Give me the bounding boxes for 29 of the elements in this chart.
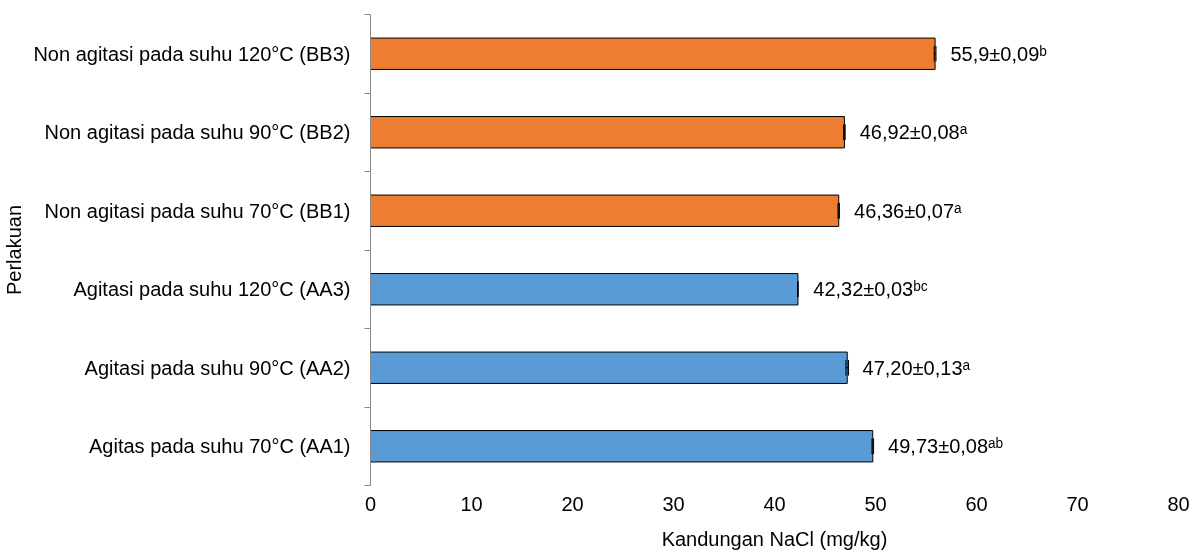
- x-tick-label: 50: [864, 492, 887, 515]
- x-axis-title: Kandungan NaCl (mg/kg): [661, 527, 888, 550]
- data-label: 46,36±0,07ᵃ: [854, 199, 963, 222]
- x-tick-label: 40: [763, 492, 786, 515]
- x-tick-label: 20: [561, 492, 584, 515]
- y-tick-label: Non agitasi pada suhu 70°C (BB1): [44, 199, 351, 222]
- x-tick-label: 10: [460, 492, 483, 515]
- data-label: 49,73±0,08ᵃᵇ: [888, 435, 1004, 458]
- y-tick-label: Agitas pada suhu 70°C (AA1): [89, 435, 351, 458]
- x-tick-label: 60: [965, 492, 988, 515]
- y-tick-label: Non agitasi pada suhu 120°C (BB3): [33, 42, 351, 65]
- y-tick-label: Non agitasi pada suhu 90°C (BB2): [44, 121, 351, 144]
- x-tick-label: 70: [1066, 492, 1089, 515]
- bar: [370, 116, 845, 149]
- x-tick-label: 80: [1167, 492, 1190, 515]
- x-tick-label: 0: [364, 492, 377, 515]
- data-label: 46,92±0,08ᵃ: [859, 121, 968, 144]
- bar: [370, 273, 799, 306]
- y-tick-label: Agitasi pada suhu 90°C (AA2): [84, 356, 351, 379]
- bar: [370, 430, 874, 463]
- bar: [370, 351, 848, 384]
- bar: [370, 37, 936, 70]
- data-label: 55,9±0,09ᵇ: [950, 42, 1047, 65]
- y-tick-label: Agitasi pada suhu 120°C (AA3): [73, 278, 351, 301]
- data-label: 42,32±0,03ᵇᶜ: [813, 278, 928, 301]
- y-axis-title: Perlakuan: [3, 204, 26, 296]
- bar: [370, 194, 840, 227]
- data-label: 47,20±0,13ᵃ: [862, 356, 971, 379]
- x-tick-label: 30: [662, 492, 685, 515]
